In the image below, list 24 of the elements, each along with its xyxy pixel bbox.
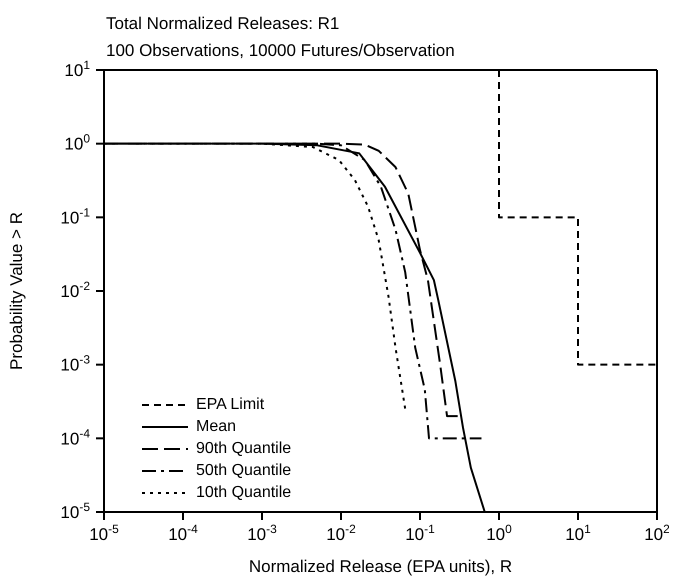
x-tick-label: 10$^{-3}$ [247, 522, 278, 544]
y-tick-label: 10$^{-2}$ [60, 279, 90, 301]
x-tick-label: 10$^{2}$ [644, 522, 670, 544]
x-tick-label: 10$^{-4}$ [168, 522, 198, 544]
x-axis-title: Normalized Release (EPA units), R [248, 557, 512, 576]
y-tick-label: 10$^{-1}$ [60, 205, 90, 228]
legend-label: 50th Quantile [196, 461, 292, 481]
y-tick-label: 10$^{-3}$ [60, 352, 90, 375]
x-tick-label: 10$^{-5}$ [89, 522, 120, 544]
x-tick-label: 10$^{-2}$ [326, 522, 356, 544]
chart-subtitle: 100 Observations, 10000 Futures/Observation [106, 40, 455, 62]
x-tick-label: 10$^{-1}$ [405, 522, 436, 544]
y-tick-label: 10$^{-5}$ [60, 500, 90, 522]
x-tick-label: 10$^{1}$ [565, 522, 592, 544]
y-tick-label: 10$^{-4}$ [60, 426, 90, 448]
y-tick-label: 10$^{1}$ [64, 58, 90, 80]
legend-label: Mean [196, 417, 236, 437]
x-tick-label: 10$^{0}$ [486, 522, 512, 544]
y-tick-label: 10$^{0}$ [64, 132, 90, 154]
y-axis-title: Probability Value > R [7, 212, 26, 370]
legend-label: 10th Quantile [196, 483, 292, 503]
chart-title: Total Normalized Releases: R1 [106, 13, 340, 35]
legend-label: 90th Quantile [196, 439, 292, 459]
legend-label: EPA Limit [196, 395, 264, 415]
